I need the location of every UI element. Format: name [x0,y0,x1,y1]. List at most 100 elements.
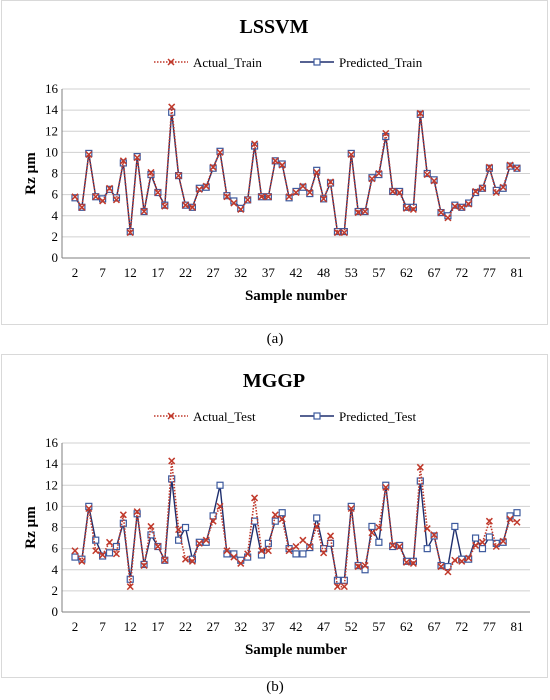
x-tick-label: 2 [72,619,79,634]
data-point [326,539,335,547]
x-tick-label: 48 [317,265,330,280]
data-point [340,583,348,591]
x-tick-label: 7 [99,265,106,280]
data-point [430,177,438,185]
data-point [340,229,348,237]
y-tick-label: 8 [52,166,59,181]
data-point [181,201,190,209]
y-tick-label: 8 [52,520,59,535]
data-point [327,532,335,540]
data-point [126,229,134,237]
data-point [216,148,224,156]
y-tick-label: 4 [52,208,59,223]
data-point [313,522,321,530]
y-tick-label: 12 [45,477,58,492]
data-point [299,550,307,558]
data-point [292,542,300,551]
series-actual-test [71,457,521,591]
data-point [320,195,328,203]
y-tick-label: 14 [45,102,59,117]
data-point [451,202,459,210]
x-tick-label: 17 [151,265,165,280]
caption-b: (b) [266,679,284,695]
data-point [271,511,279,519]
data-point [147,531,155,539]
data-point [333,583,341,591]
data-point [112,542,121,551]
data-point [292,550,300,558]
legend-item: Predicted_Test [300,409,416,424]
data-point [354,209,362,217]
data-point [119,157,127,165]
data-point [168,457,176,465]
data-point [396,188,404,197]
data-point [181,523,190,532]
x-tick-label: 77 [483,265,497,280]
data-point [92,536,100,544]
data-point [416,463,424,471]
data-point [437,563,445,571]
data-point [471,534,480,542]
data-point [257,551,266,559]
y-tick-label: 12 [45,123,58,138]
data-point [492,542,500,551]
x-axis-label: Sample number [245,642,347,658]
legend-label: Actual_Test [193,409,256,424]
data-point [278,509,286,517]
data-point [444,562,452,571]
data-point [499,537,507,545]
data-point [430,531,438,539]
data-point [112,550,120,558]
data-point [361,566,369,574]
data-point [181,555,190,563]
series-actual-train [71,103,521,237]
data-point [299,182,307,190]
data-point [202,536,210,544]
x-tick-label: 81 [511,265,524,280]
chart-title: LSSVM [240,16,309,38]
chart-panel-lssvm: LSSVM Actual_Train Predicted_Train 0 2 4 6 8 10 1… [1,0,548,325]
data-point [458,203,466,211]
data-point [451,522,459,531]
data-point [402,204,411,212]
y-axis-label: Rz µm [23,152,39,195]
data-point [85,150,93,159]
data-point [513,164,521,172]
x-tick-label: 22 [179,619,192,634]
data-point [188,203,196,211]
x-tick-label: 62 [400,265,413,280]
data-point [368,522,376,531]
data-point [71,553,79,561]
legend: Actual_Train Predicted_Train [154,55,423,70]
data-point [223,547,231,555]
data-point [251,140,259,148]
data-point [451,556,459,564]
x-tick-label: 2 [72,265,79,280]
data-point [444,214,452,222]
data-point [465,554,473,562]
legend: Actual_Test Predicted_Test [154,409,416,424]
chart-title: MGGP [243,370,305,392]
data-point [257,193,265,201]
data-point [327,178,335,186]
legend-label: Predicted_Test [339,409,416,424]
data-point [458,557,466,565]
data-point [251,494,259,502]
data-point [161,556,169,564]
data-point [161,202,169,210]
data-point [499,183,507,191]
x-tick-label: 27 [207,265,221,280]
x-tick-label: 12 [124,265,137,280]
data-point [216,481,224,489]
data-point [106,184,114,192]
series-predicted-test [71,475,521,584]
data-point [133,154,141,162]
data-point [382,129,390,137]
data-point [299,536,307,544]
data-point [292,188,300,197]
x-tick-label: 42 [290,619,303,634]
data-point [140,561,148,570]
data-point [382,483,390,491]
data-point [285,193,293,201]
chart-panel-mggp: MGGP Actual_Test Predicted_Test 0 2 4 6 8 10 12 14… [1,354,548,678]
